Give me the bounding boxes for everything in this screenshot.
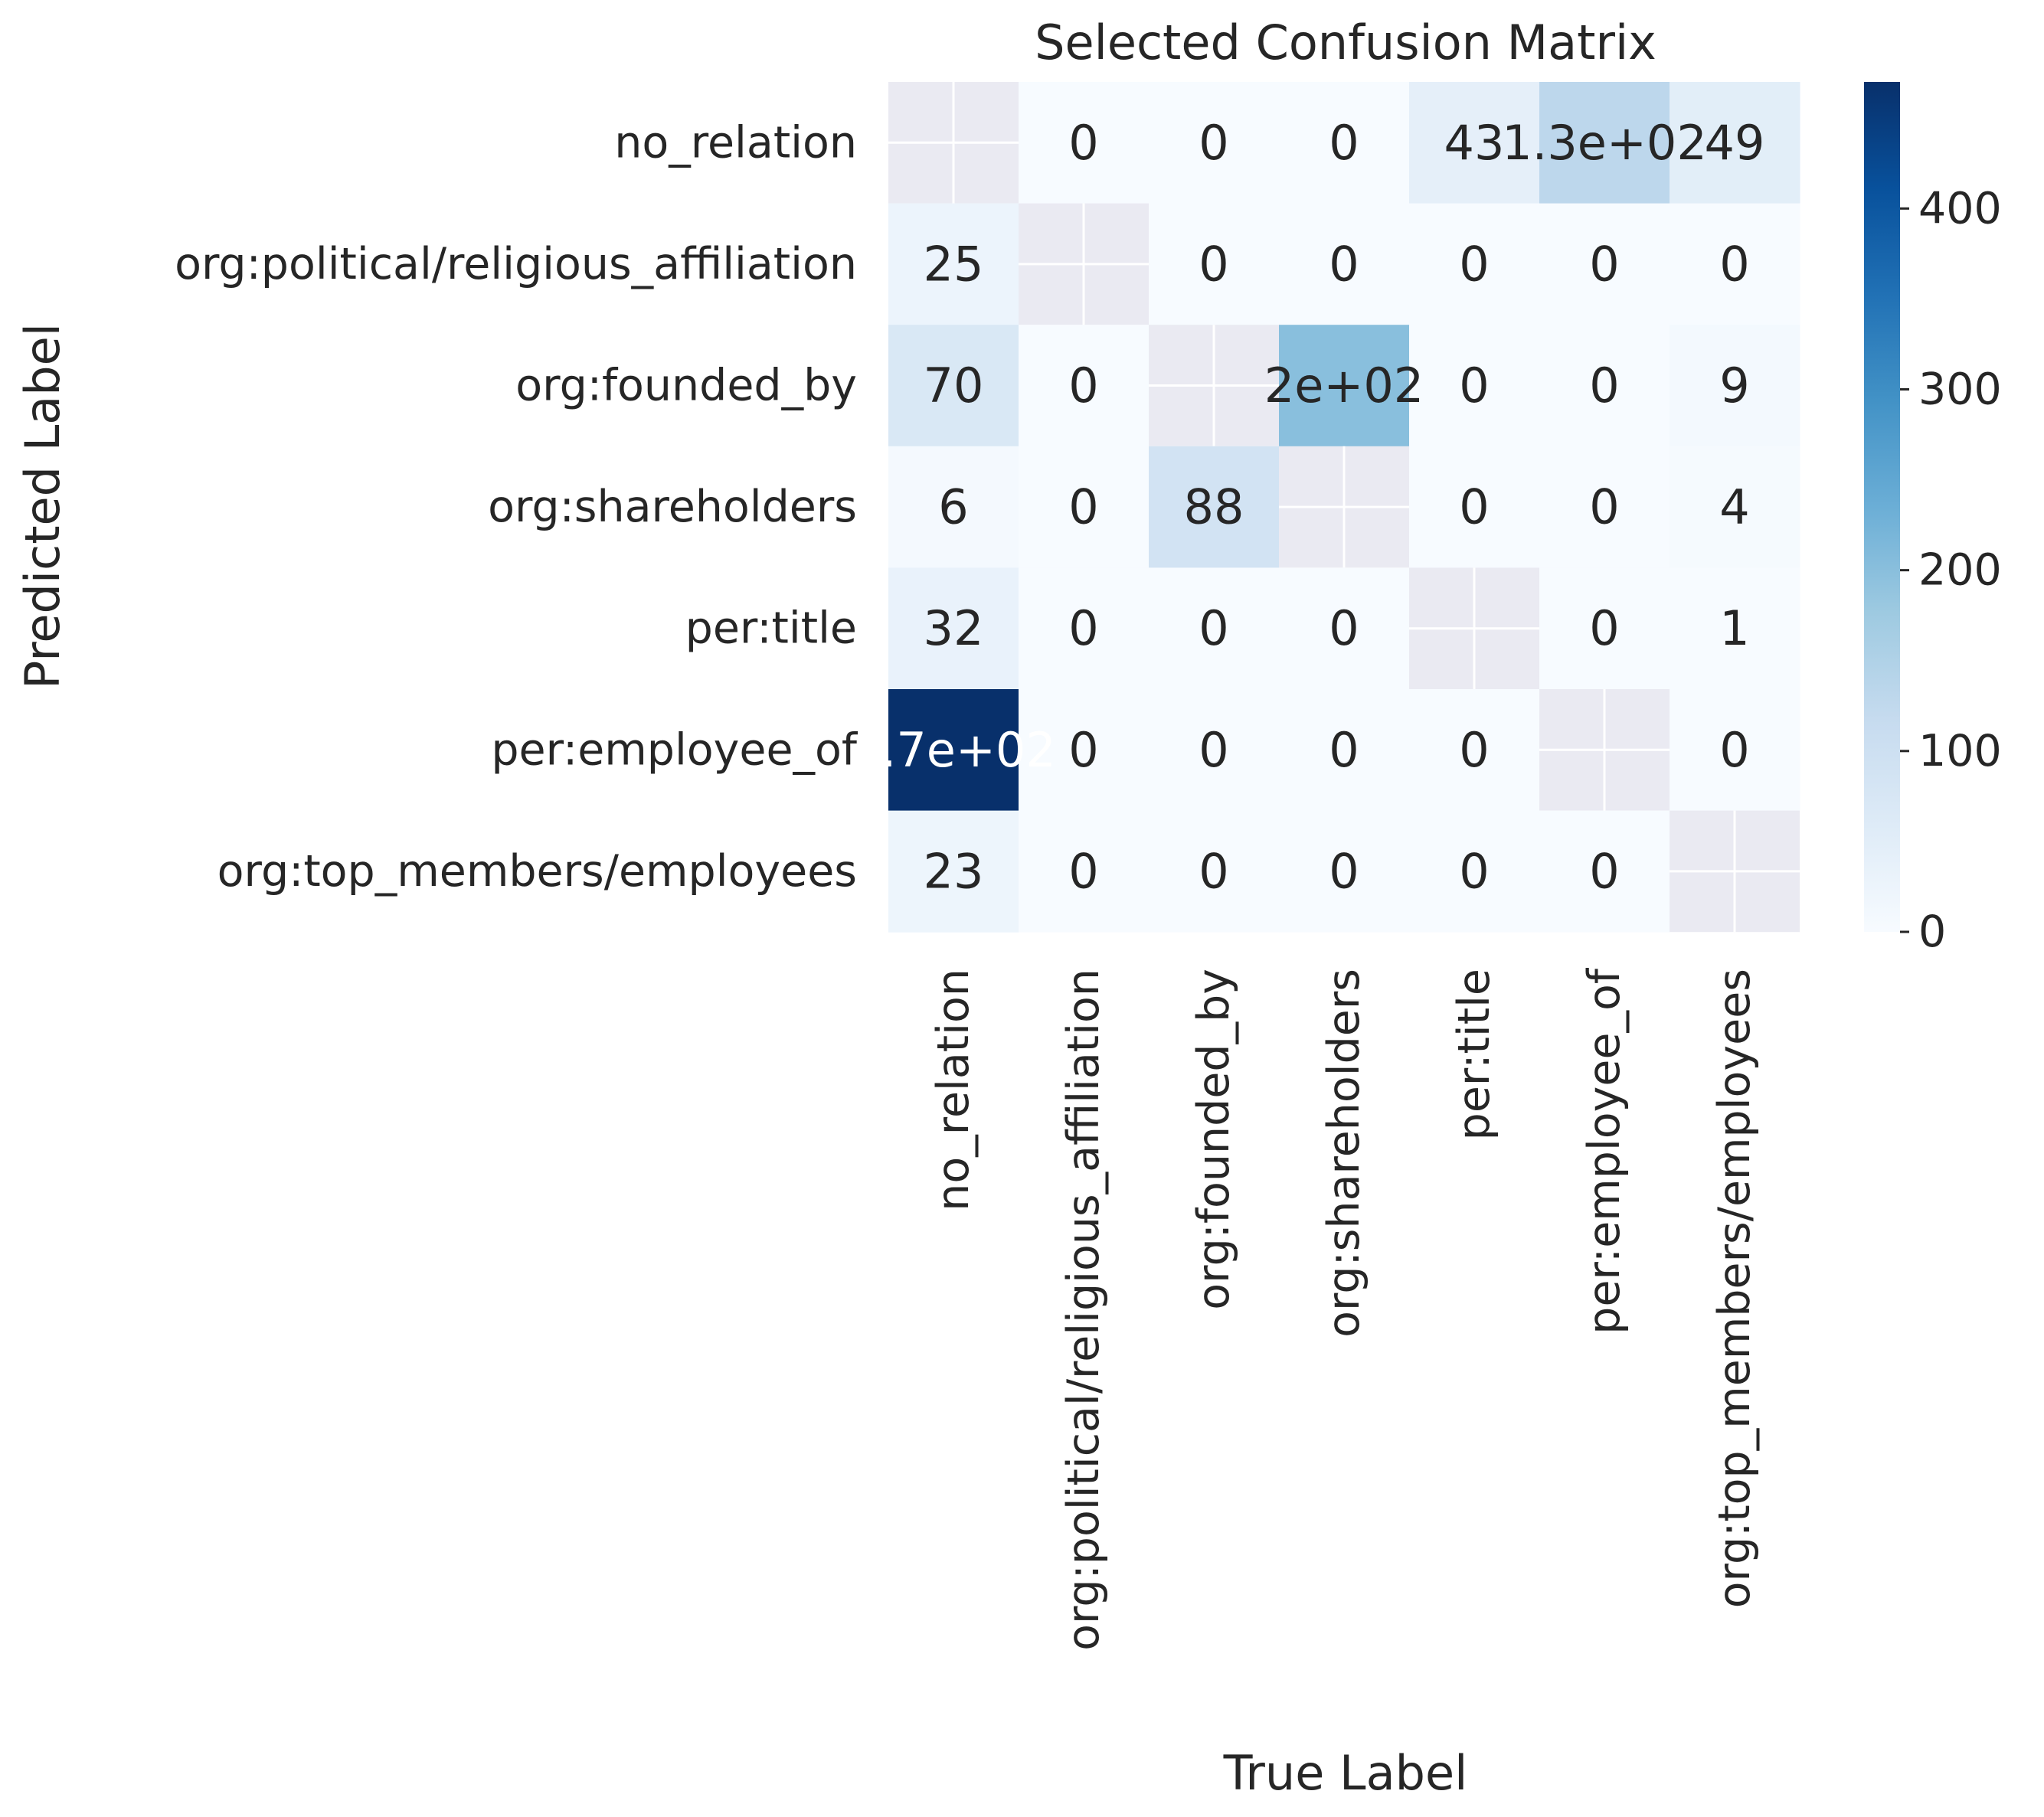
cell-annotation: 4 xyxy=(1719,479,1749,535)
cell-annotation: 0 xyxy=(1459,358,1489,413)
cell-annotation: 0 xyxy=(1329,115,1359,171)
x-tick-label: org:top_members/employees xyxy=(1709,969,1760,1608)
cell-annotation: 2e+02 xyxy=(1264,358,1424,413)
cell-annotation: 70 xyxy=(924,358,984,413)
cell-annotation: 0 xyxy=(1068,358,1098,413)
cell-annotation: 9 xyxy=(1719,358,1749,413)
cell-annotation: 0 xyxy=(1329,722,1359,778)
y-tick-label: org:political/religious_affiliation xyxy=(175,239,857,289)
colorbar-tick-label: 300 xyxy=(1918,364,2002,414)
cell-annotation: 25 xyxy=(924,236,984,292)
y-tick-label: org:founded_by xyxy=(515,361,857,411)
colorbar xyxy=(1864,82,1900,932)
colorbar-tick-label: 100 xyxy=(1918,726,2002,776)
cell-annotation: 0 xyxy=(1589,479,1619,535)
cell-annotation: 0 xyxy=(1068,115,1098,171)
cell-annotation: 1 xyxy=(1719,600,1749,656)
cell-annotation: 32 xyxy=(924,600,984,656)
colorbar-tick-label: 0 xyxy=(1918,907,1946,957)
cell-annotation: 0 xyxy=(1459,236,1489,292)
cell-annotation: 0 xyxy=(1199,843,1228,899)
x-tick-label: per:title xyxy=(1449,969,1499,1140)
x-tick-labels: no_relation org:political/religious_affil… xyxy=(928,967,1760,1651)
cell-annotation: 49 xyxy=(1705,115,1765,171)
cell-annotation: 0 xyxy=(1068,843,1098,899)
cell-annotation: 43 xyxy=(1444,115,1505,171)
colorbar-tick-label: 400 xyxy=(1918,183,2002,234)
cell-annotation: 0 xyxy=(1199,600,1228,656)
x-tick-label: no_relation xyxy=(928,969,979,1211)
colorbar-ticks: 0 100 200 300 400 xyxy=(1900,183,2002,957)
colorbar-tick-label: 200 xyxy=(1918,545,2002,596)
cell-annotation: 0 xyxy=(1068,600,1098,656)
y-tick-label: no_relation xyxy=(614,117,857,168)
cell-annotation: 0 xyxy=(1719,722,1749,778)
cell-annotation: 0 xyxy=(1719,236,1749,292)
cell-annotation: 0 xyxy=(1589,843,1619,899)
cell-annotation: 0 xyxy=(1068,479,1098,535)
chart-title: Selected Confusion Matrix xyxy=(1035,15,1656,70)
heatmap-cells xyxy=(888,82,1800,933)
y-tick-label: per:title xyxy=(685,603,857,654)
y-tick-labels: no_relation org:political/religious_affil… xyxy=(175,117,858,897)
cell-annotation: 0 xyxy=(1329,236,1359,292)
x-tick-label: org:shareholders xyxy=(1319,969,1369,1338)
cell-annotation: 0 xyxy=(1199,722,1228,778)
x-tick-label: per:employee_of xyxy=(1579,967,1630,1335)
cell-annotation: 0 xyxy=(1199,236,1228,292)
y-axis-label: Predicted Label xyxy=(15,323,70,689)
x-axis-label: True Label xyxy=(1223,1745,1468,1801)
cell-annotation: 1.3e+02 xyxy=(1502,115,1707,171)
cell-annotation: 23 xyxy=(924,843,984,899)
y-tick-label: org:top_members/employees xyxy=(217,846,857,897)
x-tick-label: org:political/religious_affiliation xyxy=(1058,969,1109,1651)
cell-annotation: 6 xyxy=(938,479,968,535)
x-tick-label: org:founded_by xyxy=(1189,969,1239,1310)
y-tick-label: per:employee_of xyxy=(491,724,858,775)
cell-annotation: 0 xyxy=(1329,843,1359,899)
cell-annotation: 0 xyxy=(1199,115,1228,171)
cell-annotation: 0 xyxy=(1459,843,1489,899)
cell-annotation: 0 xyxy=(1068,722,1098,778)
cell-annotation: 0 xyxy=(1329,600,1359,656)
cell-annotation: 4.7e+02 xyxy=(851,722,1056,778)
cell-annotation: 0 xyxy=(1589,600,1619,656)
y-tick-label: org:shareholders xyxy=(488,482,857,532)
cell-annotation: 0 xyxy=(1459,479,1489,535)
cell-annotation: 0 xyxy=(1589,358,1619,413)
cell-annotation: 0 xyxy=(1589,236,1619,292)
cell-annotation: 0 xyxy=(1459,722,1489,778)
cell-annotation: 88 xyxy=(1184,479,1244,535)
